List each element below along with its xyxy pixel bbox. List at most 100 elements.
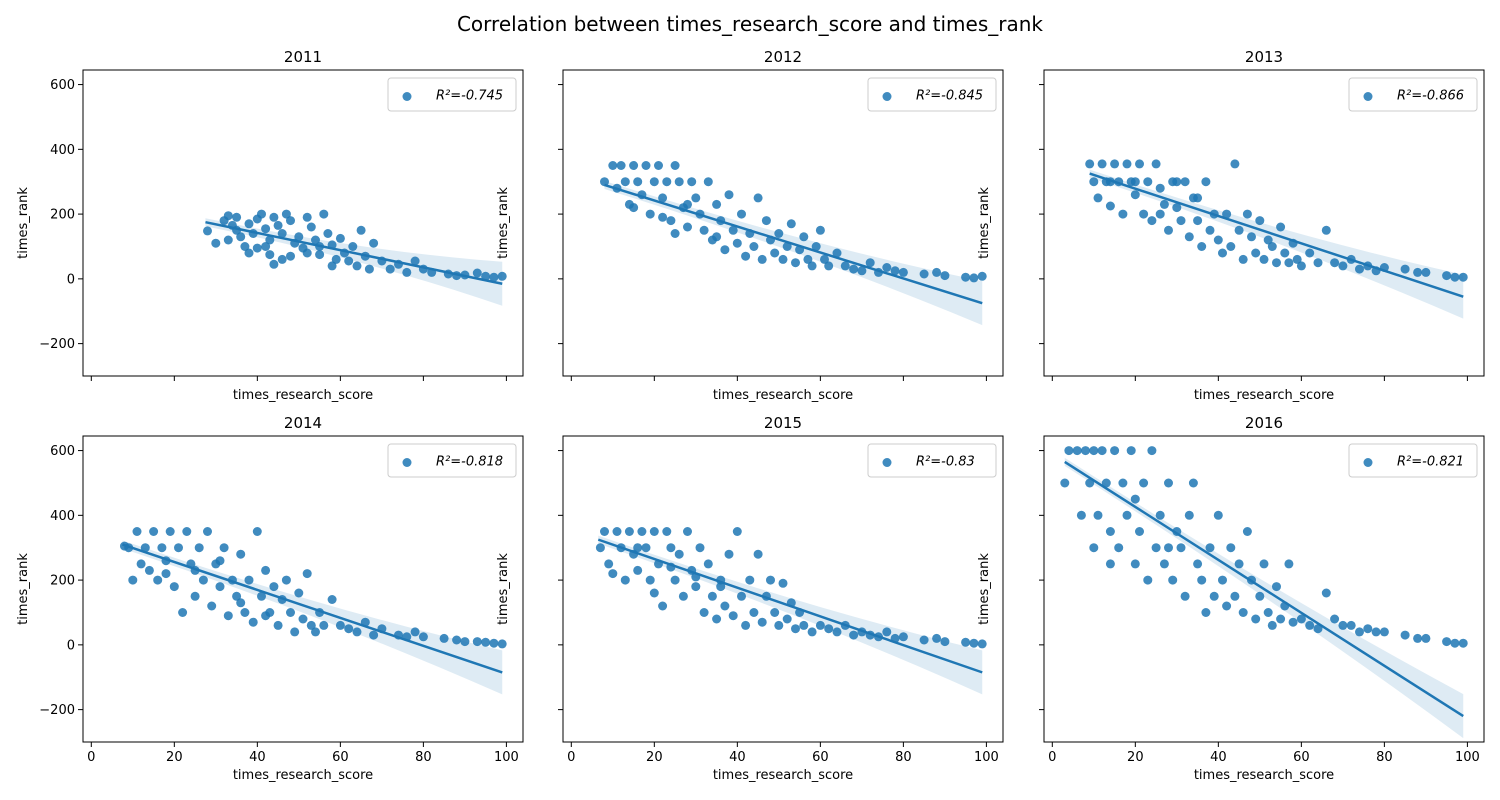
legend-marker — [882, 92, 892, 101]
scatter-point — [269, 212, 279, 222]
scatter-point — [1205, 225, 1215, 235]
plot-frame — [1043, 69, 1485, 377]
scatter-point — [1330, 258, 1340, 268]
scatter-point — [670, 229, 680, 238]
scatter-point — [481, 637, 491, 647]
scatter-point — [741, 620, 751, 630]
scatter-point — [1213, 235, 1223, 245]
scatter-point — [786, 219, 796, 229]
scatter-point — [1093, 510, 1103, 520]
scatter-point — [724, 190, 734, 200]
scatter-point — [497, 639, 507, 649]
subplot-2012: 2012 times_research_score times_rank R²=-0.… — [496, 48, 1004, 403]
scatter-point — [302, 569, 312, 579]
scatter-point — [194, 543, 204, 553]
scatter-point — [1296, 614, 1306, 624]
scatter-point — [1305, 248, 1315, 258]
scatter-point — [600, 177, 609, 187]
scatter-point — [799, 620, 809, 630]
scatter-point — [969, 638, 979, 648]
x-axis-label: times_research_score — [233, 768, 373, 783]
scatter-point — [257, 591, 266, 601]
scatter-point — [849, 630, 859, 640]
scatter-point — [1222, 601, 1232, 611]
scatter-point — [269, 582, 279, 592]
legend-label: R²=-0.818 — [436, 455, 503, 470]
legend-box — [387, 77, 517, 112]
scatter-point — [670, 161, 680, 170]
scatter-point — [157, 543, 167, 553]
subplot-title: 2011 — [284, 48, 322, 66]
scatter-point — [691, 193, 701, 203]
regression-line — [1064, 460, 1464, 718]
scatter-point — [811, 242, 821, 251]
y-axis-label: times_rank — [496, 187, 511, 259]
regression-line — [122, 543, 503, 674]
scatter-point — [402, 267, 412, 277]
scatter-point — [1085, 478, 1095, 488]
scatter-point — [1413, 267, 1423, 277]
scatter-point — [1255, 591, 1265, 601]
scatter-point — [662, 527, 672, 536]
scatter-point — [1122, 159, 1132, 169]
scatter-point — [1234, 225, 1244, 235]
scatter-point — [1400, 264, 1410, 274]
scatter-point — [620, 177, 630, 187]
scatter-point — [223, 211, 233, 221]
scatter-point — [1184, 232, 1194, 242]
scatter-point — [344, 256, 354, 266]
confidence-band — [1064, 457, 1464, 739]
scatter-point — [198, 575, 208, 585]
x-axis-label: times_research_score — [713, 388, 853, 403]
scatter-point — [940, 637, 950, 647]
scatter-point — [1222, 209, 1232, 219]
scatter-point — [799, 232, 809, 242]
scatter-point — [1105, 201, 1115, 211]
scatter-point — [327, 595, 337, 604]
scatter-point — [1089, 446, 1099, 456]
scatter-point — [1263, 235, 1273, 245]
scatter-point — [1213, 510, 1223, 520]
scatter-point — [1155, 183, 1165, 193]
scatter-point — [1151, 159, 1161, 169]
y-tick-label: 0 — [67, 638, 75, 653]
scatter-point — [770, 248, 780, 258]
scatter-point — [261, 565, 271, 575]
legend-label: R²=-0.845 — [916, 89, 983, 104]
scatter-point — [803, 254, 813, 264]
scatter-point — [236, 549, 246, 559]
scatter-point — [1255, 216, 1265, 226]
plot-frame — [82, 435, 524, 743]
scatter-point — [1126, 446, 1136, 456]
scatter-point — [716, 582, 726, 592]
scatter-point — [277, 229, 287, 238]
scatter-point — [1188, 478, 1198, 488]
scatter-point — [633, 543, 643, 553]
scatter-point — [223, 611, 233, 621]
scatter-point — [791, 258, 800, 268]
subplot-2011: −200 0 200 400 600 2011 times_research_score ti… — [16, 48, 524, 403]
scatter-point — [1176, 216, 1186, 226]
legend-label: R²=-0.866 — [1397, 89, 1464, 104]
scatter-point — [774, 620, 784, 630]
confidence-band — [205, 218, 503, 306]
scatter-point — [1184, 510, 1194, 520]
scatter-point — [273, 620, 283, 630]
scatter-point — [658, 193, 668, 203]
scatter-point — [1421, 633, 1431, 643]
scatter-point — [728, 611, 738, 621]
legend-box — [1348, 77, 1478, 112]
scatter-point — [219, 543, 229, 553]
scatter-point — [728, 225, 738, 235]
scatter-point — [1284, 559, 1294, 569]
y-tick-label: 400 — [50, 509, 75, 524]
scatter-point — [352, 261, 362, 271]
scatter-point — [1159, 199, 1169, 209]
scatter-point — [286, 216, 295, 226]
scatter-point — [674, 177, 684, 187]
scatter-point — [1242, 209, 1252, 219]
scatter-point — [144, 565, 154, 575]
y-tick-label: 200 — [50, 208, 75, 223]
scatter-point — [720, 601, 730, 611]
scatter-point — [1363, 624, 1373, 634]
